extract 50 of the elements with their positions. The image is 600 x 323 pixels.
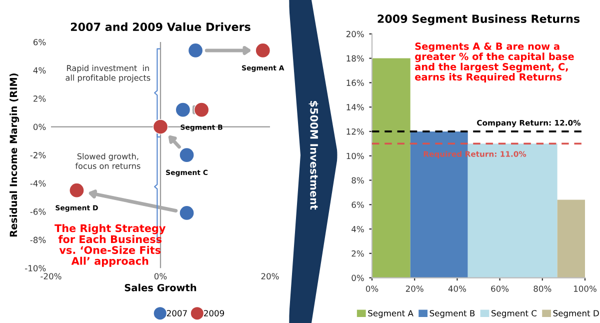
annotation: Rapid investment in all profitable projects [66, 64, 150, 82]
legend-label: 2009 [204, 310, 224, 316]
x-tick-label: 0% [366, 286, 378, 292]
y-tick-label: 12% [346, 128, 364, 135]
legend-label: 2007 [166, 310, 187, 316]
y-tick-label: 8% [352, 177, 364, 184]
x-tick-label: 80% [534, 286, 552, 292]
y-tick-label: 4% [33, 67, 46, 74]
y-tick-label: 20% [346, 30, 364, 38]
chart-title: 2009 Segment Business Returns [378, 14, 580, 26]
y-tick-label: -10% [25, 265, 46, 272]
point [194, 102, 210, 118]
y-tick-label: 14% [346, 104, 364, 110]
point [179, 205, 194, 221]
point [152, 119, 168, 134]
x-tick-label: 20% [406, 286, 424, 292]
text: $500M Investment [308, 101, 318, 210]
x-axis-title: Sales Growth [124, 284, 196, 292]
x-tick-label: 0% [154, 273, 167, 280]
y-tick-label: 0% [33, 124, 46, 130]
x-tick-label: 40% [448, 286, 466, 292]
y-tick-label: 18% [346, 55, 364, 62]
x-tick-label: 20% [261, 273, 279, 280]
x-tick-label: 60% [491, 286, 509, 292]
legend-label: Segment A [368, 310, 414, 318]
point [179, 147, 194, 163]
y-tick-label: -4% [30, 180, 46, 187]
point [175, 102, 191, 118]
annotation: Segments A & B are now a greater % of the capital base and the largest Segment, C, earns its Required Returns [415, 42, 574, 82]
y-tick-label: 16% [346, 80, 364, 86]
annotation: Slowed growth, focus on returns [75, 153, 140, 169]
legend-label: Segment B [430, 310, 475, 318]
legend-label: Segment C [492, 310, 537, 318]
y-tick-label: 4% [352, 226, 364, 232]
y-axis-title: Residual Income Margin (RIM) [10, 74, 20, 237]
point [188, 42, 204, 58]
x-tick-label: -20% [40, 273, 62, 280]
y-tick-label: 6% [34, 38, 46, 46]
y-tick-label: 2% [34, 95, 46, 102]
legend-label: Segment D [553, 310, 599, 318]
y-tick-label: 10% [346, 152, 364, 160]
y-tick-label: -8% [30, 236, 46, 244]
y-tick-label: -6% [30, 208, 46, 215]
chart-title: 2007 and 2009 Value Drivers [70, 22, 250, 32]
y-tick-label: 2% [352, 250, 364, 257]
y-tick-label: 6% [352, 202, 364, 208]
point [69, 182, 84, 198]
x-tick-label: 100% [574, 286, 596, 292]
y-tick-label: -2% [30, 152, 46, 158]
point [255, 42, 270, 58]
